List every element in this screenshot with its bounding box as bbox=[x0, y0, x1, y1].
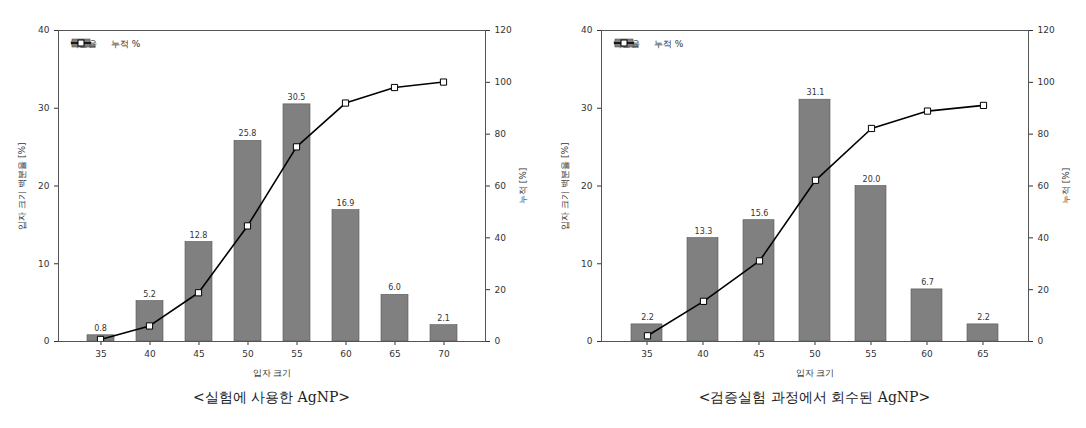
svg-text:40: 40 bbox=[144, 349, 156, 359]
svg-text:10: 10 bbox=[38, 259, 50, 269]
html-text:백분율: 백분율 bbox=[70, 39, 97, 49]
svg-text:120: 120 bbox=[495, 25, 512, 35]
html-text:백분율: 백분율 bbox=[613, 39, 640, 49]
svg-text:0: 0 bbox=[587, 336, 593, 346]
svg-text:0.8: 0.8 bbox=[94, 324, 107, 333]
svg-text:30: 30 bbox=[581, 103, 593, 113]
svg-text:12.8: 12.8 bbox=[190, 231, 208, 240]
svg-text:20: 20 bbox=[1038, 285, 1050, 295]
svg-text:55: 55 bbox=[291, 349, 302, 359]
svg-text:45: 45 bbox=[193, 349, 204, 359]
svg-text:20: 20 bbox=[581, 181, 593, 191]
svg-text:100: 100 bbox=[495, 77, 512, 87]
svg-text:60: 60 bbox=[495, 181, 507, 191]
svg-text:31.1: 31.1 bbox=[807, 88, 825, 97]
svg-text:6.0: 6.0 bbox=[388, 283, 401, 292]
svg-text:65: 65 bbox=[977, 349, 988, 359]
svg-text:120: 120 bbox=[1038, 25, 1055, 35]
svg-text:5.2: 5.2 bbox=[143, 290, 156, 299]
svg-text:2.2: 2.2 bbox=[977, 313, 990, 322]
html-text:<실험에 사용한 AgNP>: <실험에 사용한 AgNP> bbox=[192, 389, 350, 405]
svg-text:100: 100 bbox=[1038, 77, 1055, 87]
svg-text:80: 80 bbox=[1038, 129, 1050, 139]
svg-text:50: 50 bbox=[242, 349, 254, 359]
svg-text:누적 [%]: 누적 [%] bbox=[1061, 168, 1071, 204]
svg-text:2.1: 2.1 bbox=[437, 314, 450, 323]
svg-text:35: 35 bbox=[641, 349, 652, 359]
svg-text:35: 35 bbox=[95, 349, 106, 359]
svg-text:누적 [%]: 누적 [%] bbox=[518, 168, 528, 204]
svg-text:40: 40 bbox=[38, 25, 50, 35]
svg-text:30.5: 30.5 bbox=[288, 93, 306, 102]
svg-text:16.9: 16.9 bbox=[337, 199, 355, 208]
svg-text:30: 30 bbox=[38, 103, 50, 113]
svg-text:65: 65 bbox=[389, 349, 400, 359]
svg-text:입자 크기: 입자 크기 bbox=[253, 368, 292, 378]
svg-text:60: 60 bbox=[340, 349, 352, 359]
svg-text:50: 50 bbox=[809, 349, 821, 359]
svg-text:20: 20 bbox=[38, 181, 50, 191]
svg-text:13.3: 13.3 bbox=[695, 227, 713, 236]
svg-text:0: 0 bbox=[44, 336, 50, 346]
svg-text:20: 20 bbox=[495, 285, 507, 295]
svg-text:2.2: 2.2 bbox=[641, 313, 654, 322]
svg-text:40: 40 bbox=[581, 25, 593, 35]
svg-text:입자 크기 백분율 [%]: 입자 크기 백분율 [%] bbox=[560, 142, 570, 229]
svg-text:40: 40 bbox=[1038, 233, 1050, 243]
svg-text:0: 0 bbox=[1038, 336, 1044, 346]
svg-text:40: 40 bbox=[697, 349, 709, 359]
svg-text:0: 0 bbox=[495, 336, 501, 346]
svg-text:10: 10 bbox=[581, 259, 593, 269]
svg-text:15.6: 15.6 bbox=[751, 209, 769, 218]
svg-text:60: 60 bbox=[1038, 181, 1050, 191]
svg-text:45: 45 bbox=[753, 349, 764, 359]
svg-text:20.0: 20.0 bbox=[863, 175, 881, 184]
svg-text:입자 크기 백분율 [%]: 입자 크기 백분율 [%] bbox=[17, 142, 27, 229]
svg-text:6.7: 6.7 bbox=[921, 278, 934, 287]
html-text:누적 %: 누적 % bbox=[111, 39, 141, 49]
svg-text:55: 55 bbox=[865, 349, 876, 359]
svg-text:80: 80 bbox=[495, 129, 507, 139]
svg-text:입자 크기: 입자 크기 bbox=[796, 368, 835, 378]
svg-text:40: 40 bbox=[495, 233, 507, 243]
svg-text:25.8: 25.8 bbox=[239, 129, 257, 138]
svg-text:60: 60 bbox=[921, 349, 933, 359]
svg-text:70: 70 bbox=[438, 349, 450, 359]
html-text:<검증실험 과정에서 회수된 AgNP>: <검증실험 과정에서 회수된 AgNP> bbox=[698, 389, 931, 405]
html-text:누적 %: 누적 % bbox=[654, 39, 684, 49]
